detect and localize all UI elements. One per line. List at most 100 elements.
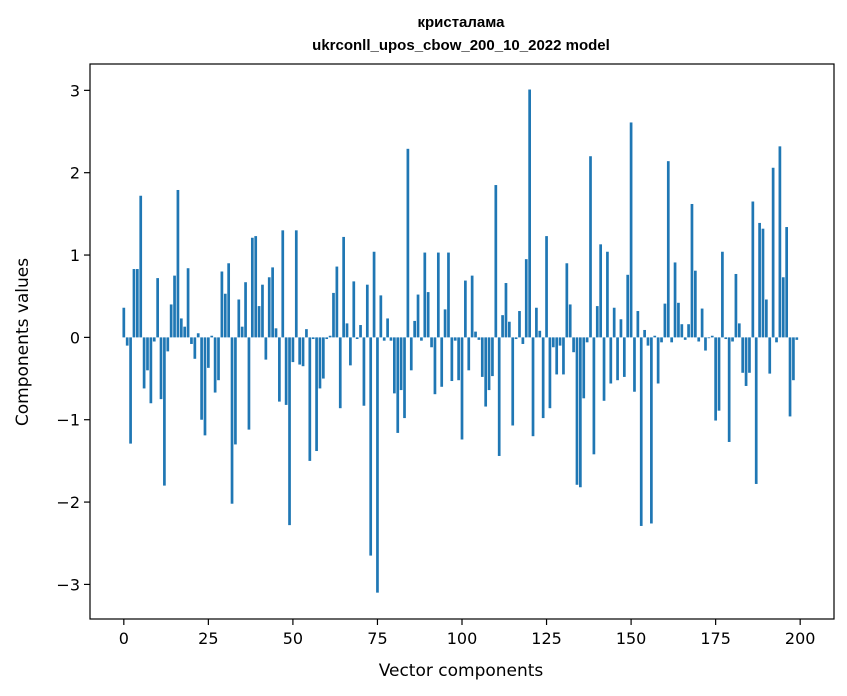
bar-188: [758, 222, 761, 338]
bar-113: [504, 283, 508, 338]
bar-169: [693, 270, 697, 338]
bar-167: [687, 324, 690, 338]
y-tick-label--3: −3: [56, 575, 80, 594]
y-axis-ticks: −3 −2 −1 0 1 2 3: [56, 81, 90, 594]
bar-170: [697, 337, 701, 342]
bar-79: [389, 337, 393, 341]
bar-81: [396, 337, 400, 433]
bar-33: [234, 337, 237, 445]
bar-183: [741, 337, 745, 373]
bar-36: [244, 282, 247, 338]
bar-25: [207, 337, 210, 368]
bar-166: [683, 337, 687, 340]
y-tick-label-1: 1: [70, 246, 80, 265]
bar-195: [781, 277, 785, 338]
bar-88: [420, 337, 423, 341]
bar-65: [342, 236, 345, 338]
bar-190: [765, 299, 768, 338]
bar-192: [771, 167, 775, 338]
bar-115: [511, 337, 515, 426]
bar-7: [146, 337, 149, 371]
bar-154: [643, 329, 646, 338]
bar-42: [264, 337, 268, 360]
bar-50: [291, 337, 295, 363]
bar-83: [403, 337, 406, 419]
bar-143: [606, 251, 609, 338]
bar-80: [393, 337, 396, 394]
bar-0: [122, 307, 126, 338]
x-tick-label-100: 100: [447, 629, 478, 648]
bar-119: [524, 259, 528, 338]
bar-16: [176, 189, 180, 338]
bar-68: [352, 281, 356, 338]
chart-subtitle: ukrconll_upos_cbow_200_10_2022 model: [312, 37, 610, 54]
bar-13: [166, 337, 170, 352]
bar-39: [254, 236, 258, 338]
bar-159: [660, 337, 663, 343]
bar-180: [731, 337, 734, 342]
bar-107: [484, 337, 488, 407]
bar-194: [778, 146, 782, 338]
bar-37: [247, 337, 251, 430]
bar-139: [592, 337, 596, 455]
bar-125: [545, 236, 548, 338]
bar-26: [210, 335, 214, 338]
bar-127: [551, 337, 555, 348]
bar-160: [663, 303, 667, 338]
x-axis-label: Vector components: [379, 661, 544, 681]
bar-1: [125, 337, 129, 346]
bar-106: [480, 337, 484, 377]
bar-5: [139, 195, 143, 338]
bar-28: [217, 337, 220, 381]
bar-152: [636, 311, 640, 338]
x-tick-label-50: 50: [283, 629, 303, 648]
bar-29: [220, 271, 224, 338]
bar-47: [281, 230, 285, 338]
y-tick-label--1: −1: [56, 411, 80, 430]
bar-182: [737, 323, 741, 338]
bar-171: [700, 308, 704, 338]
bar-135: [579, 337, 582, 488]
bar-173: [707, 337, 711, 339]
bar-129: [558, 337, 562, 346]
bar-117: [518, 311, 521, 338]
plot-frame: [89, 63, 835, 620]
bar-100: [460, 337, 464, 440]
x-tick-label-150: 150: [616, 629, 647, 648]
bar-189: [761, 228, 765, 338]
x-axis-ticks: 0 25 50 75 100 125 150 175 200: [119, 619, 815, 648]
bar-196: [785, 227, 789, 338]
bar-9: [152, 337, 156, 342]
bar-155: [646, 337, 650, 346]
bar-148: [622, 337, 626, 377]
y-tick-label-2: 2: [70, 164, 80, 183]
bar-30: [223, 293, 227, 338]
bar-40: [257, 306, 261, 338]
bar-70: [359, 325, 362, 338]
bar-44: [271, 267, 274, 338]
bar-21: [193, 337, 197, 359]
bar-150: [629, 122, 633, 338]
bar-92: [433, 337, 437, 395]
bar-31: [227, 263, 231, 338]
y-axis-label: Components values: [13, 258, 33, 426]
bar-63: [335, 266, 339, 338]
bar-11: [159, 337, 163, 400]
bar-49: [288, 337, 291, 526]
bar-2: [129, 337, 132, 444]
bar-6: [142, 337, 146, 389]
bar-87: [416, 294, 420, 338]
bar-145: [612, 307, 616, 338]
bar-130: [562, 337, 565, 375]
bar-133: [572, 337, 575, 353]
bar-132: [568, 304, 572, 338]
bar-178: [724, 337, 728, 340]
bar-94: [440, 337, 444, 387]
bar-91: [430, 337, 433, 348]
bar-110: [494, 185, 498, 338]
bar-77: [382, 337, 386, 341]
bar-122: [535, 307, 538, 338]
bar-35: [240, 326, 244, 338]
bar-177: [721, 251, 724, 338]
